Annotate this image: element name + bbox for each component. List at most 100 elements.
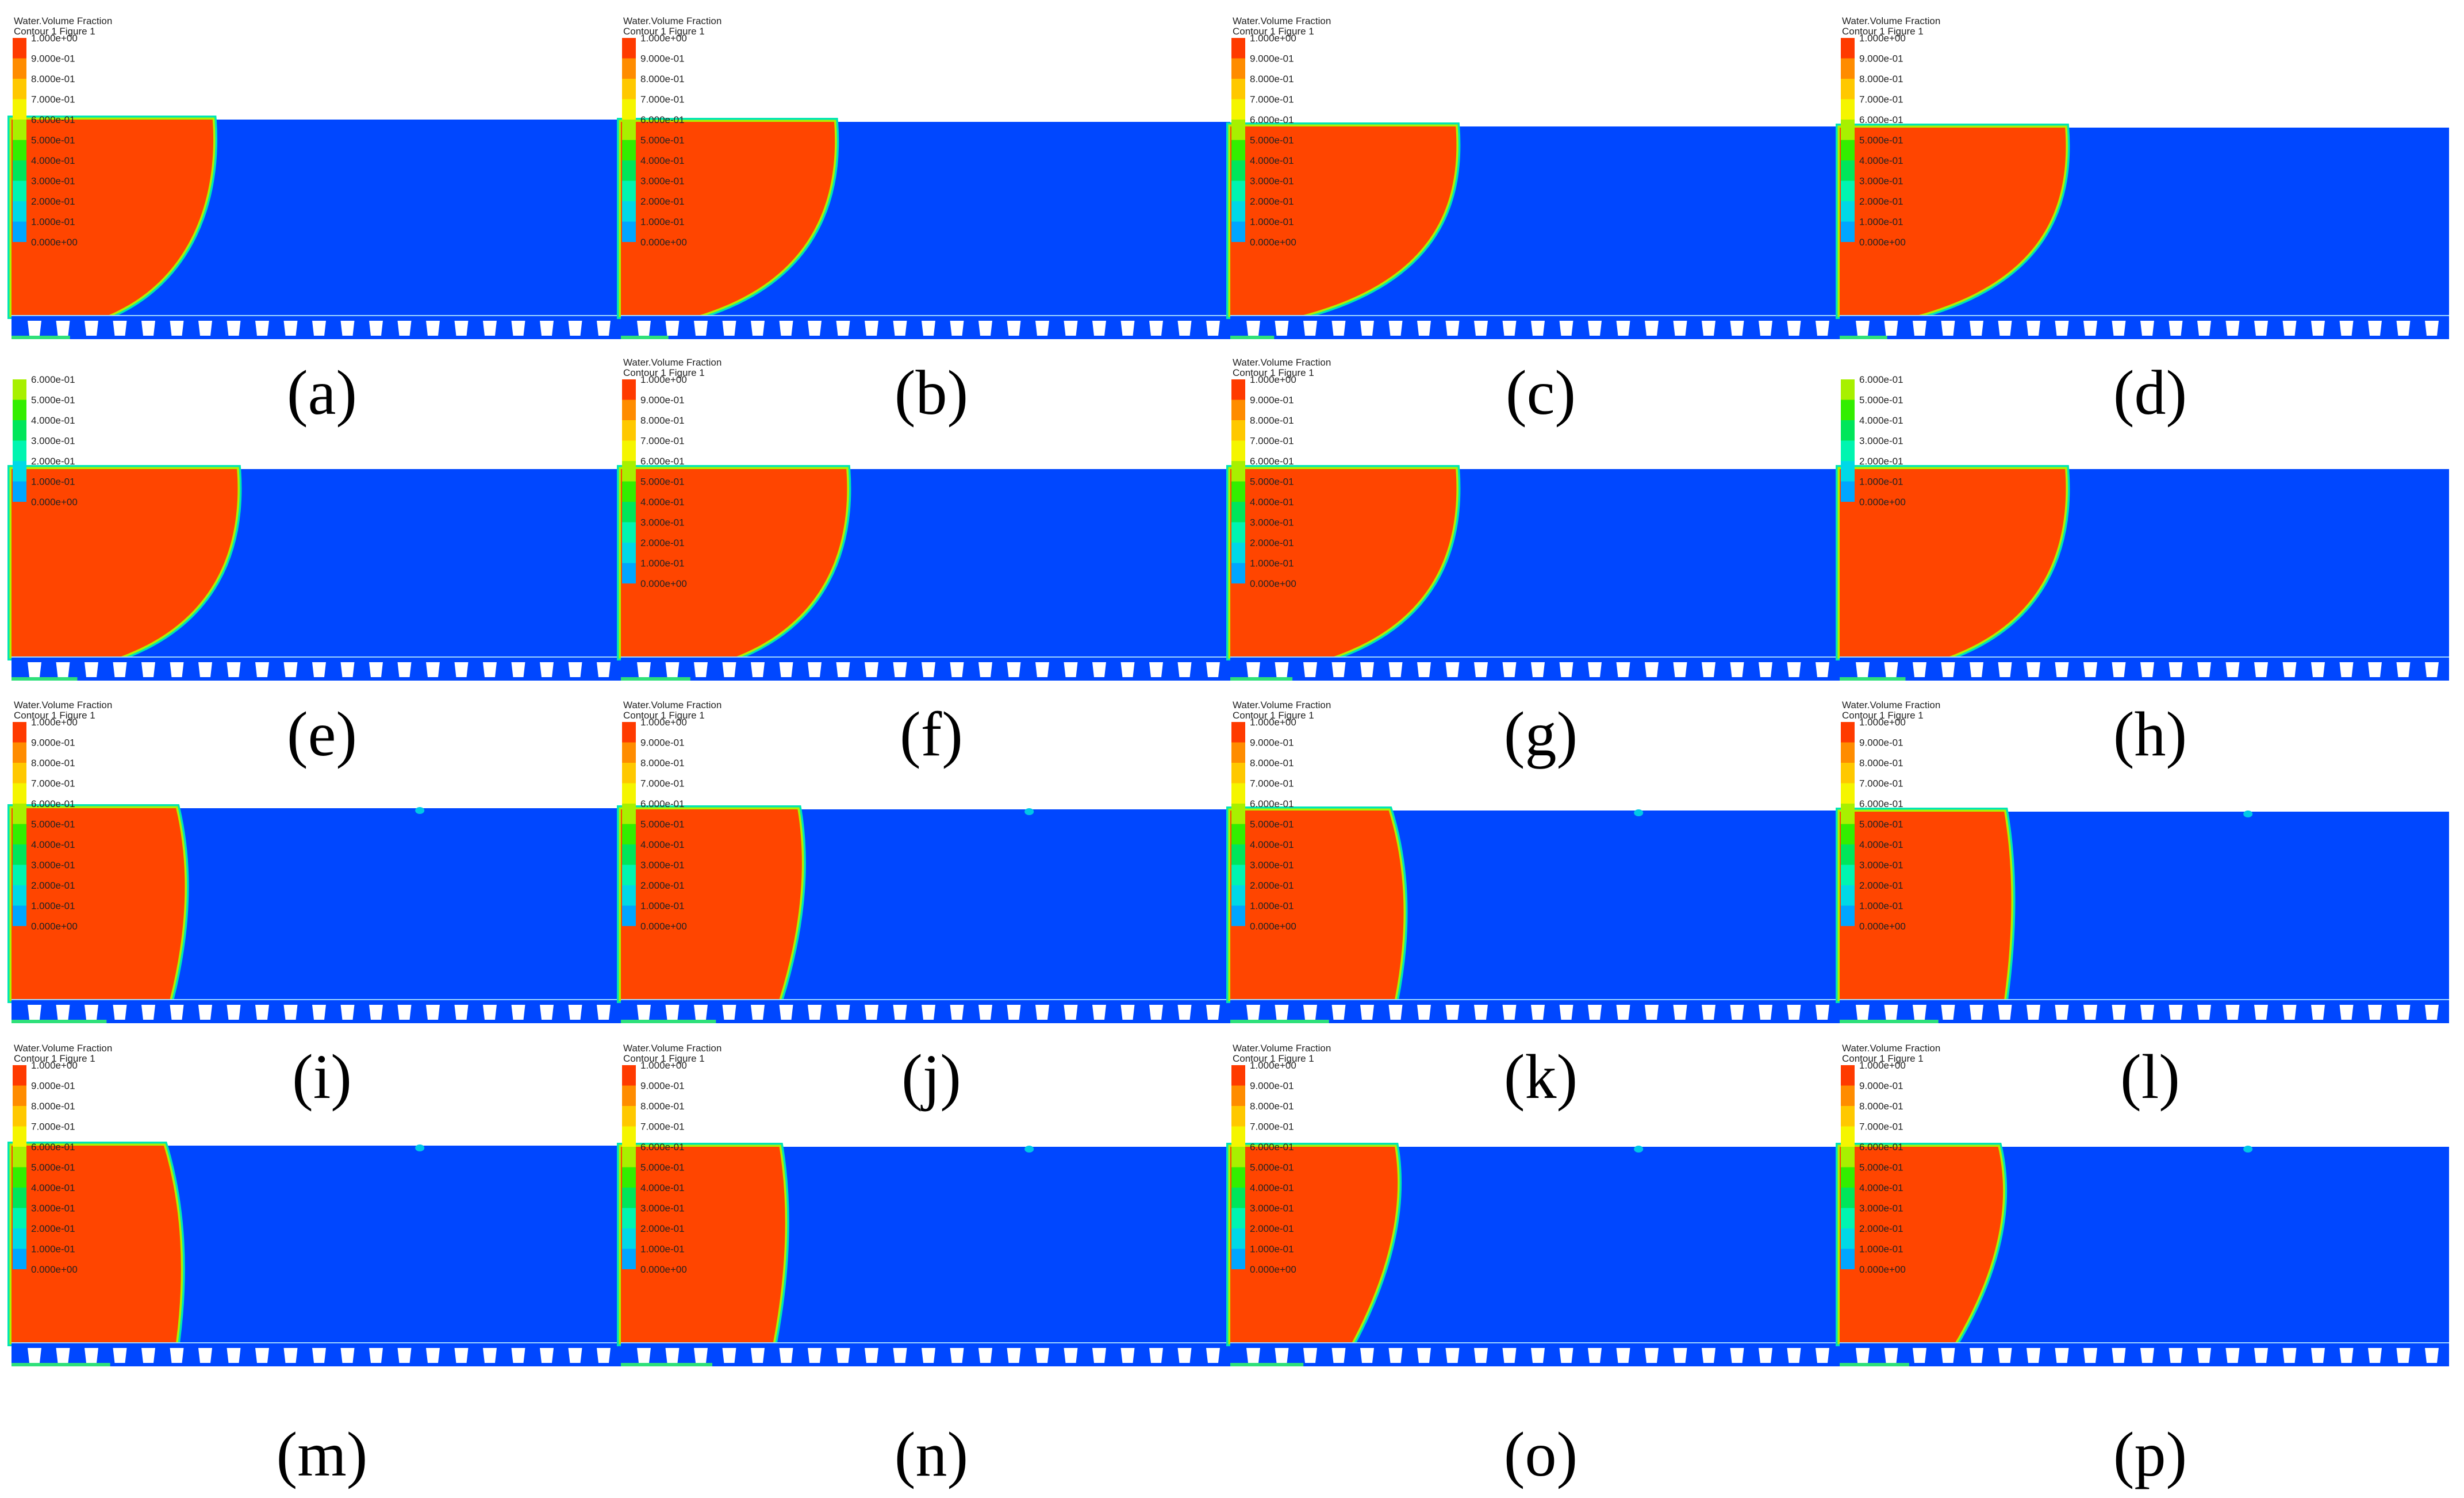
floor-hole	[1730, 321, 1744, 336]
floor-hole	[141, 662, 155, 677]
floor-hole	[2368, 662, 2382, 677]
legend-tick-label: 3.000e-01	[1859, 176, 1903, 187]
floor-water-trace	[1840, 1363, 1909, 1366]
floor-hole	[1730, 662, 1744, 677]
floor-hole	[1531, 321, 1545, 336]
legend-swatch	[622, 1147, 636, 1167]
floor-hole	[779, 662, 793, 677]
floor-hole	[170, 662, 184, 677]
legend-swatch	[1231, 1208, 1245, 1228]
floor-hole	[1417, 1348, 1431, 1363]
contour-panel: 6.000e-01 5.000e-01 4.000e-01 3.000e-01 2.00…	[1836, 358, 2449, 702]
floor-hole	[893, 1348, 907, 1363]
legend-swatch	[622, 481, 636, 502]
floor-hole	[1092, 1005, 1106, 1020]
legend-tick-label: 1.000e+00	[640, 33, 687, 44]
contour-subtitle: Contour 1 Figure 1	[14, 710, 95, 721]
floor-hole	[779, 321, 793, 336]
panel-sublabel: (a)	[286, 358, 358, 428]
floor-hole	[2055, 1005, 2069, 1020]
legend-tick-label: 1.000e-01	[31, 901, 75, 912]
legend-tick-label: 5.000e-01	[640, 477, 685, 487]
floor-hole	[1673, 1005, 1687, 1020]
floor-hole	[1035, 662, 1049, 677]
floor-hole	[1388, 1348, 1403, 1363]
floor-hole	[397, 662, 412, 677]
legend-tick-label: 7.000e-01	[1250, 1121, 1294, 1132]
legend-tick-label: 1.000e-01	[31, 1244, 75, 1255]
floor-hole	[722, 1005, 736, 1020]
contour-title: Water.Volume Fraction	[1233, 700, 1331, 710]
floor-hole	[2112, 1348, 2126, 1363]
legend-tick-label: 2.000e-01	[640, 196, 685, 207]
legend-swatch	[1231, 120, 1245, 140]
legend-swatch	[1231, 140, 1245, 160]
legend-tick-label: 6.000e-01	[1250, 1142, 1294, 1153]
floor-hole	[2425, 321, 2439, 336]
legend-swatch	[1841, 844, 1855, 865]
floor-hole	[2083, 1005, 2097, 1020]
water-region	[11, 469, 238, 656]
floor-hole	[1616, 1005, 1630, 1020]
water-region	[1230, 811, 1404, 999]
floor-hole	[665, 662, 680, 677]
floor-hole	[978, 321, 992, 336]
legend-swatch	[1841, 180, 1855, 201]
floor-hole	[28, 321, 41, 336]
legend-tick-label: 0.000e+00	[31, 1264, 78, 1275]
contour-title: Water.Volume Fraction	[14, 1043, 112, 1054]
legend-swatch	[1841, 420, 1855, 441]
floor-hole	[1007, 1005, 1021, 1020]
floor-hole	[1941, 1005, 1955, 1020]
floor-hole	[1177, 1348, 1192, 1363]
floor-hole	[1787, 662, 1801, 677]
legend-swatch	[1231, 804, 1245, 824]
floor-hole	[1177, 1005, 1192, 1020]
floor-hole	[1856, 1005, 1870, 1020]
legend-swatch	[1231, 38, 1245, 59]
legend-swatch	[622, 1249, 636, 1269]
legend-swatch	[1841, 804, 1855, 824]
floor-water-trace	[1230, 1020, 1329, 1023]
surface-droplet	[1634, 1146, 1644, 1153]
legend-swatch	[13, 379, 26, 400]
floor-hole	[1275, 1348, 1289, 1363]
floor-hole	[312, 1348, 326, 1363]
floor-hole	[1360, 321, 1374, 336]
legend-swatch	[1231, 1167, 1245, 1188]
floor-hole	[426, 1005, 440, 1020]
floor-hole	[1417, 321, 1431, 336]
legend-swatch	[1231, 79, 1245, 99]
floor-hole	[1884, 662, 1898, 677]
legend-swatch	[622, 1106, 636, 1127]
floor-hole	[1531, 1005, 1545, 1020]
legend-swatch	[1231, 844, 1245, 865]
floor-hole	[1970, 1005, 1983, 1020]
floor-hole	[540, 1005, 554, 1020]
floor-hole	[283, 662, 298, 677]
legend-tick-label: 5.000e-01	[31, 395, 75, 406]
legend-swatch	[13, 905, 26, 926]
floor-hole	[2254, 1005, 2268, 1020]
legend-tick-label: 6.000e-01	[640, 456, 685, 467]
floor-hole	[2339, 662, 2354, 677]
floor-hole	[1206, 1005, 1220, 1020]
floor-hole	[1588, 1005, 1602, 1020]
legend-swatch	[13, 140, 26, 160]
legend-tick-label: 4.000e-01	[640, 1182, 685, 1193]
legend-swatch	[1231, 379, 1245, 400]
legend-tick-label: 0.000e+00	[1859, 237, 1906, 248]
floor-hole	[1998, 321, 2012, 336]
floor-hole	[1360, 1005, 1374, 1020]
floor-hole	[1275, 321, 1289, 336]
legend-tick-label: 7.000e-01	[1859, 778, 1903, 789]
floor-hole	[1331, 1348, 1346, 1363]
contour-title: Water.Volume Fraction	[1233, 357, 1331, 368]
contour-subtitle: Contour 1 Figure 1	[14, 26, 95, 37]
floor-hole	[1388, 321, 1403, 336]
floor-hole	[2254, 1348, 2268, 1363]
floor-hole	[1702, 662, 1715, 677]
floor-hole	[454, 1005, 469, 1020]
legend-tick-label: 7.000e-01	[640, 778, 685, 789]
